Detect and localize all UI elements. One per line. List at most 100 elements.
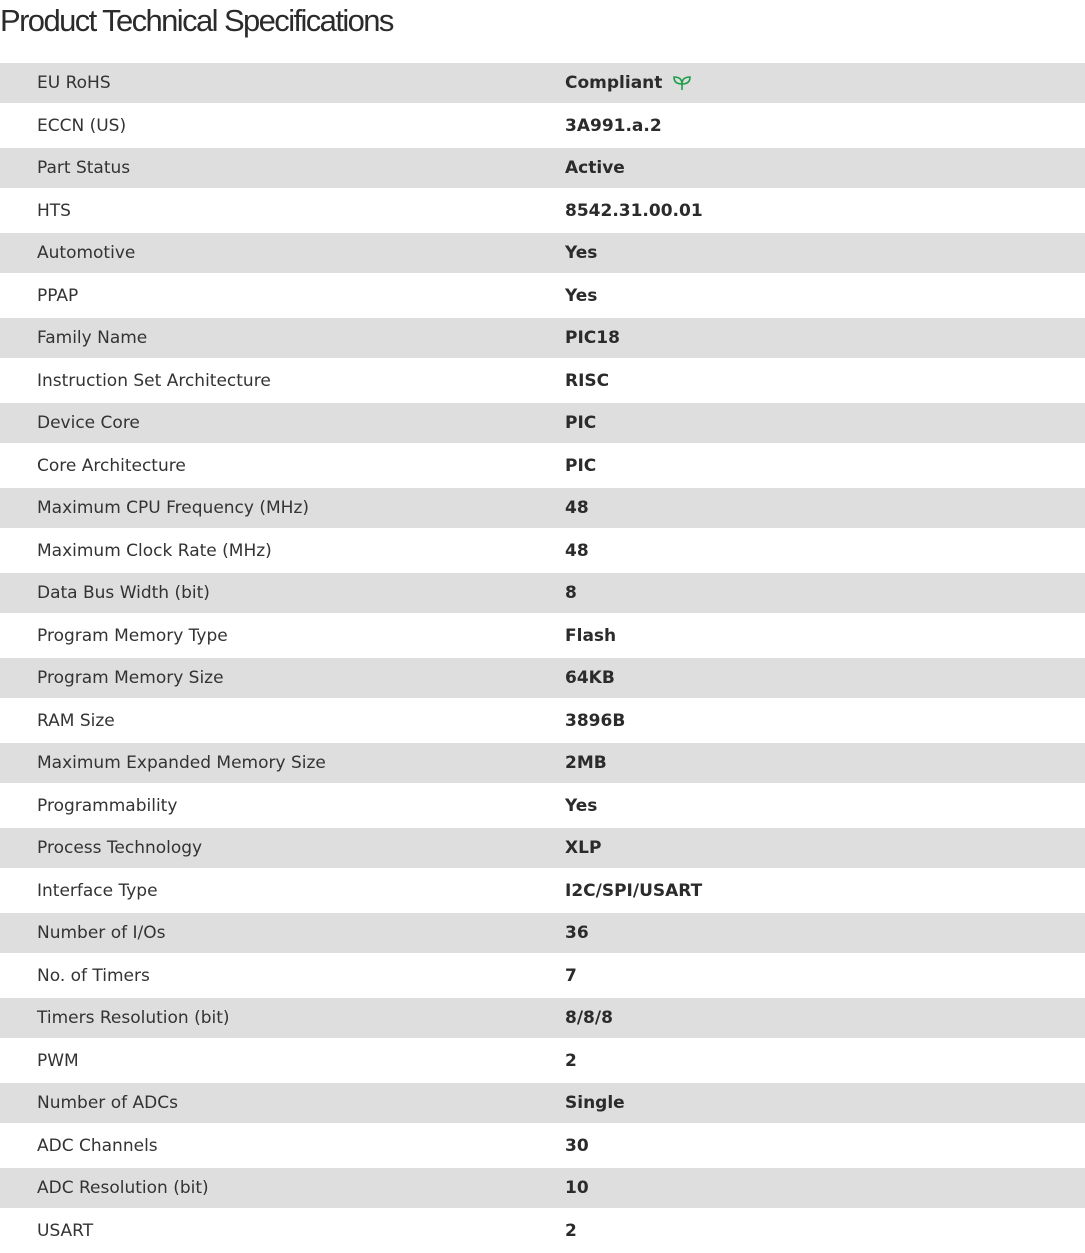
spec-value: Active <box>565 158 625 178</box>
spec-value-container: Yes <box>565 286 597 306</box>
spec-value-container: 2 <box>565 1051 577 1071</box>
spec-label: EU RoHS <box>37 73 111 93</box>
spec-value: Compliant <box>565 73 663 93</box>
spec-value-container: Single <box>565 1093 625 1113</box>
spec-value-container: 64KB <box>565 668 615 688</box>
spec-value: 3896B <box>565 710 626 731</box>
spec-value-container: RISC <box>565 371 609 391</box>
spec-label: Timers Resolution (bit) <box>37 1008 230 1028</box>
spec-row: Interface Type I2C/SPI/USART <box>0 868 1085 913</box>
page-title: Product Technical Specifications <box>0 3 394 38</box>
spec-value-container: 36 <box>565 923 589 943</box>
spec-value-container: Active <box>565 158 625 178</box>
spec-value: 64KB <box>565 668 615 688</box>
spec-value-container: 48 <box>565 541 589 561</box>
spec-value: Yes <box>565 285 598 306</box>
spec-value-container: 3896B <box>565 711 625 731</box>
spec-value-container: 2MB <box>565 753 607 773</box>
spec-label: Maximum CPU Frequency (MHz) <box>37 498 309 518</box>
spec-label: USART <box>37 1220 94 1241</box>
spec-value: 8/8/8 <box>565 1008 613 1028</box>
spec-label: Device Core <box>37 413 140 433</box>
spec-value: 7 <box>565 965 577 986</box>
spec-label: ADC Channels <box>37 1135 158 1156</box>
spec-row: RAM Size 3896B <box>0 698 1085 743</box>
spec-row: Program Memory Size 64KB <box>0 658 1085 698</box>
spec-value-container: 8/8/8 <box>565 1008 613 1028</box>
spec-row: Maximum CPU Frequency (MHz) 48 <box>0 488 1085 528</box>
spec-value: 30 <box>565 1135 589 1156</box>
spec-value: 3A991.a.2 <box>565 115 662 136</box>
spec-label: Part Status <box>37 158 131 178</box>
spec-value: PIC <box>565 455 597 476</box>
spec-row: Number of I/Os 36 <box>0 913 1085 953</box>
spec-label: Maximum Clock Rate (MHz) <box>37 540 272 561</box>
spec-value: PIC <box>565 413 597 433</box>
spec-value: 2 <box>565 1220 577 1241</box>
spec-value-container: PIC18 <box>565 328 620 348</box>
spec-value: Yes <box>565 795 598 816</box>
spec-row: EU RoHS Compliant <box>0 63 1085 103</box>
spec-label: PWM <box>37 1050 79 1071</box>
spec-row: HTS 8542.31.00.01 <box>0 188 1085 233</box>
spec-value-container: 8 <box>565 583 577 603</box>
spec-value: 48 <box>565 498 589 518</box>
spec-row: PPAP Yes <box>0 273 1085 318</box>
spec-value-container: PIC <box>565 456 596 476</box>
spec-value: 8542.31.00.01 <box>565 200 703 221</box>
spec-row: Family Name PIC18 <box>0 318 1085 358</box>
spec-value: Yes <box>565 243 598 263</box>
spec-value: I2C/SPI/USART <box>565 880 703 901</box>
spec-value: 36 <box>565 923 589 943</box>
spec-row: ADC Resolution (bit) 10 <box>0 1168 1085 1208</box>
spec-value-container: PIC <box>565 413 596 433</box>
spec-row: Device Core PIC <box>0 403 1085 443</box>
spec-label: Program Memory Size <box>37 668 224 688</box>
spec-label: Programmability <box>37 795 178 816</box>
spec-row: No. of Timers 7 <box>0 953 1085 998</box>
spec-value: 8 <box>565 583 577 603</box>
spec-row: Maximum Expanded Memory Size 2MB <box>0 743 1085 783</box>
spec-row: Program Memory Type Flash <box>0 613 1085 658</box>
spec-value: RISC <box>565 370 610 391</box>
spec-value: 2 <box>565 1050 577 1071</box>
spec-label: ECCN (US) <box>37 115 127 136</box>
spec-row: USART 2 <box>0 1208 1085 1253</box>
spec-label: Data Bus Width (bit) <box>37 583 210 603</box>
spec-value-container: 7 <box>565 966 577 986</box>
spec-value-container: 8542.31.00.01 <box>565 201 703 221</box>
spec-row: Programmability Yes <box>0 783 1085 828</box>
spec-label: PPAP <box>37 285 79 306</box>
spec-row: Timers Resolution (bit) 8/8/8 <box>0 998 1085 1038</box>
spec-value-container: Compliant <box>565 73 692 93</box>
spec-row: ADC Channels 30 <box>0 1123 1085 1168</box>
spec-row: Maximum Clock Rate (MHz) 48 <box>0 528 1085 573</box>
spec-row: Instruction Set Architecture RISC <box>0 358 1085 403</box>
spec-label: Process Technology <box>37 838 203 858</box>
spec-value-container: 48 <box>565 498 589 518</box>
spec-value-container: 10 <box>565 1178 589 1198</box>
spec-value-container: 30 <box>565 1136 589 1156</box>
spec-label: Family Name <box>37 328 148 348</box>
spec-value: 10 <box>565 1178 589 1198</box>
spec-label: ADC Resolution (bit) <box>37 1178 209 1198</box>
spec-value: PIC18 <box>565 328 620 348</box>
spec-value-container: 2 <box>565 1221 577 1241</box>
spec-value: XLP <box>565 838 602 858</box>
spec-value: 2MB <box>565 753 607 773</box>
leaf-icon <box>672 75 692 91</box>
spec-value-container: Yes <box>565 796 597 816</box>
spec-row: Process Technology XLP <box>0 828 1085 868</box>
spec-label: HTS <box>37 200 71 221</box>
spec-label: RAM Size <box>37 710 115 731</box>
spec-value-container: Flash <box>565 626 616 646</box>
spec-label: Core Architecture <box>37 455 186 476</box>
spec-row: Data Bus Width (bit) 8 <box>0 573 1085 613</box>
spec-label: Number of ADCs <box>37 1093 178 1113</box>
spec-value-container: Yes <box>565 243 597 263</box>
spec-label: Maximum Expanded Memory Size <box>37 753 326 773</box>
spec-row: Automotive Yes <box>0 233 1085 273</box>
spec-row: ECCN (US) 3A991.a.2 <box>0 103 1085 148</box>
spec-label: Instruction Set Architecture <box>37 370 271 391</box>
spec-row: Part Status Active <box>0 148 1085 188</box>
